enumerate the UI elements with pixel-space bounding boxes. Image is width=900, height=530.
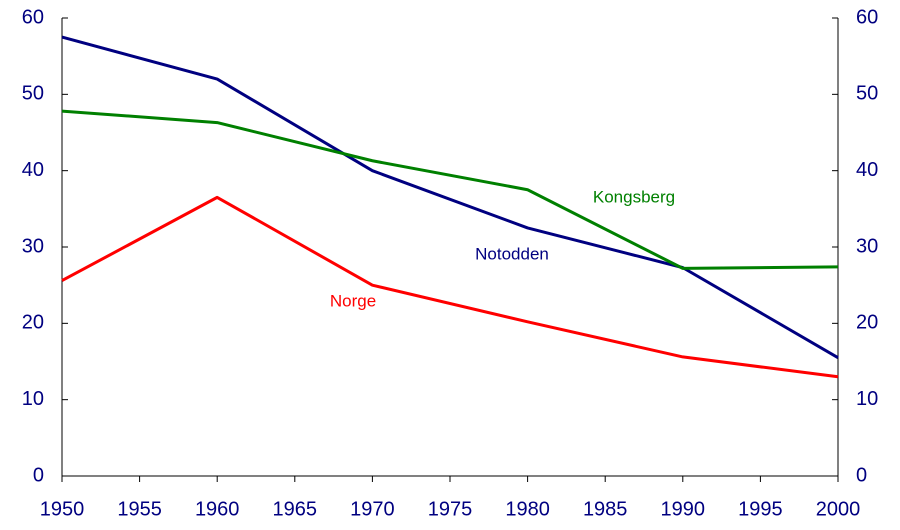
series-line: [61, 35, 839, 359]
series-line: [61, 109, 839, 270]
series-label: Kongsberg: [593, 187, 675, 206]
x-tick-label: 2000: [816, 498, 861, 520]
y2-tick-label: 20: [856, 312, 878, 334]
y-tick-label: 30: [22, 235, 44, 257]
x-tick-label: 1975: [428, 498, 473, 520]
x-tick-label: 1955: [117, 498, 162, 520]
x-tick-label: 1980: [505, 498, 550, 520]
y2-tick-label: 60: [856, 6, 878, 28]
series-label: Norge: [330, 291, 376, 310]
x-tick-label: 1995: [738, 498, 783, 520]
y2-tick-label: 30: [856, 235, 878, 257]
y-tick-label: 40: [22, 159, 44, 181]
y-tick-label: 60: [22, 6, 44, 28]
y-tick-label: 50: [22, 83, 44, 105]
y-tick-label: 20: [22, 312, 44, 334]
y-tick-label: 0: [33, 464, 44, 486]
series-label: Notodden: [475, 244, 549, 263]
x-tick-label: 1950: [40, 498, 85, 520]
y2-tick-label: 40: [856, 159, 878, 181]
y2-tick-label: 50: [856, 83, 878, 105]
x-tick-label: 1970: [350, 498, 395, 520]
y2-tick-label: 10: [856, 388, 878, 410]
x-tick-label: 1960: [195, 498, 240, 520]
series-line: [61, 195, 839, 379]
x-tick-label: 1985: [583, 498, 628, 520]
x-tick-label: 1990: [661, 498, 706, 520]
y2-tick-label: 0: [856, 464, 867, 486]
x-tick-label: 1965: [273, 498, 318, 520]
y-tick-label: 10: [22, 388, 44, 410]
